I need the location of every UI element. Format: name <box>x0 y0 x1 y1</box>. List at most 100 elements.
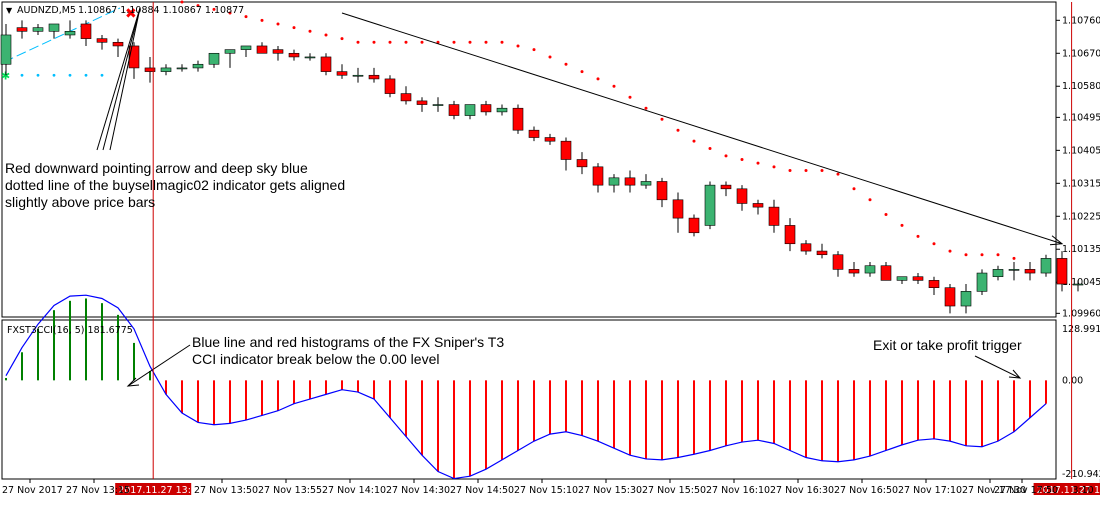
candle-body <box>912 276 924 281</box>
price-tick-label: 1.10045 <box>1062 277 1100 288</box>
buy-line-dot <box>68 73 72 77</box>
candle-body <box>1024 269 1036 274</box>
price-tick-label: 1.10225 <box>1062 211 1100 222</box>
time-tick-label: 27 Nov 14:50 <box>450 485 514 496</box>
psar-dot <box>324 33 328 37</box>
psar-dot <box>180 0 184 4</box>
candle-body <box>832 254 844 270</box>
time-tick-label: 27 Nov 13:50 <box>194 485 258 496</box>
time-tick-label: 27 Nov 15:50 <box>642 485 706 496</box>
annotation-buysell-line-3: slightly above price bars <box>5 194 155 210</box>
psar-dot <box>932 242 936 246</box>
psar-dot <box>788 168 792 172</box>
candle-body <box>640 181 652 186</box>
time-tick-label: 27 Nov 2017 <box>2 485 63 496</box>
candle-body <box>448 104 460 116</box>
candle-body <box>464 104 476 116</box>
buy-line-dot <box>84 73 88 77</box>
candle-body <box>288 52 300 58</box>
psar-dot <box>740 158 744 161</box>
candle-body <box>496 107 508 113</box>
psar-dot <box>372 40 376 44</box>
psar-dot <box>276 22 280 26</box>
price-tick-label: 1.10315 <box>1062 178 1100 189</box>
candle-body <box>512 107 524 131</box>
candle-body <box>656 181 668 201</box>
psar-dot <box>692 139 696 143</box>
psar-dot <box>820 168 824 172</box>
candle-body <box>560 140 572 160</box>
candle-body <box>368 74 380 80</box>
main-pane-frame <box>1 1 1057 318</box>
candle-body <box>416 100 428 105</box>
buy-line-dot <box>20 73 24 77</box>
psar-dot <box>196 4 200 8</box>
candle-body <box>352 74 364 77</box>
cci-tick-label: -210.9426 <box>1062 469 1100 480</box>
candle-body <box>528 129 540 138</box>
buy-signal-star-icon: ✱ <box>1 69 10 82</box>
psar-dot <box>244 15 248 19</box>
time-tick-label: 3:10 <box>1072 485 1093 496</box>
candle-body <box>848 269 860 274</box>
candle-body <box>1056 258 1068 285</box>
psar-dot <box>404 40 408 44</box>
psar-dot <box>308 29 312 33</box>
buy-line-dot <box>36 73 40 77</box>
psar-dot <box>468 40 472 44</box>
candle-body <box>192 63 204 69</box>
time-tick-label: 27 Nov 13:55 <box>258 485 322 496</box>
price-tick-label: 1.10135 <box>1062 244 1100 255</box>
candle-body <box>112 41 124 47</box>
psar-dot <box>260 18 264 22</box>
candle-body <box>0 34 12 65</box>
candle-body <box>896 276 908 281</box>
price-tick-label: 1.09960 <box>1062 308 1100 319</box>
candle-body <box>80 23 92 39</box>
price-tick-label: 1.10760 <box>1062 15 1100 26</box>
cci-line <box>5 294 1047 480</box>
candle-body <box>800 243 812 252</box>
time-tick-label: 27 Nov 15:30 <box>578 485 642 496</box>
psar-dot <box>804 168 808 172</box>
price-tick-label: 1.10405 <box>1062 145 1100 156</box>
psar-dot <box>756 161 760 165</box>
psar-dot <box>532 48 536 52</box>
psar-dot <box>916 234 920 238</box>
collapse-arrow-icon[interactable]: ▼ <box>6 6 13 15</box>
psar-dot <box>708 147 712 151</box>
candle-body <box>944 287 956 307</box>
candle-body <box>304 56 316 59</box>
candle-body <box>992 269 1004 278</box>
psar-dot <box>452 40 456 44</box>
time-tick-label: 27 Nov 15:10 <box>514 485 578 496</box>
candle-body <box>96 38 108 43</box>
annotation-exit-trigger: Exit or take profit trigger <box>873 337 1022 353</box>
buy-line-dot <box>100 73 104 77</box>
candle-body <box>16 27 28 32</box>
candle-body <box>624 177 636 186</box>
time-marker-label-bg <box>115 483 192 495</box>
psar-dot <box>884 212 888 216</box>
psar-dot <box>356 40 360 44</box>
candle-body <box>960 291 972 307</box>
psar-dot <box>500 40 504 44</box>
time-axis: 2017.11.27 13:35 2017.11.27 18:10 27 Nov 2… <box>2 2 1100 496</box>
annotation-pointer-line <box>102 7 141 151</box>
cci-indicator-label: FXST3CCI(16, 5) 181.6775 <box>7 325 133 336</box>
candle-body <box>144 67 156 72</box>
psar-dot <box>660 117 664 121</box>
candle-body <box>320 56 332 72</box>
candle-body <box>768 206 780 226</box>
candle-body <box>544 137 556 142</box>
candle-body <box>864 265 876 274</box>
psar-dot <box>292 26 296 30</box>
candle-body <box>384 78 396 94</box>
time-tick-label: 27 Nov 16:50 <box>834 485 898 496</box>
candle-body <box>608 177 620 186</box>
time-tick-label: 27 Nov 13:15 <box>66 485 130 496</box>
cci-annotation-pointer <box>127 344 191 387</box>
psar-dot <box>564 62 568 66</box>
psar-dot <box>836 172 840 176</box>
psar-dot <box>340 37 344 41</box>
